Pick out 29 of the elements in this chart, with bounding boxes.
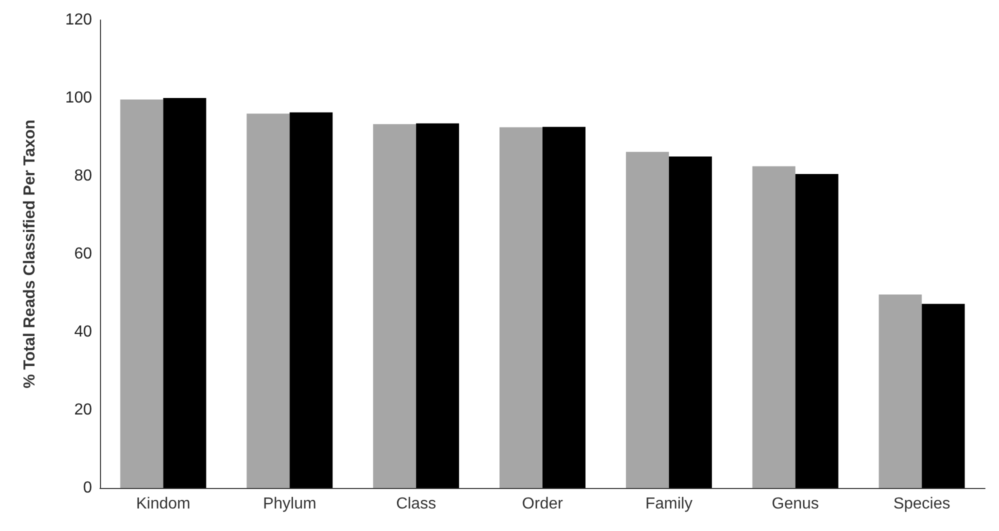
x-tick-label: Genus <box>772 496 819 512</box>
x-tick-label: Phylum <box>262 496 316 512</box>
y-axis-title: % Total Reads Classified Per Taxon <box>22 120 38 388</box>
bar <box>668 156 712 488</box>
bar <box>878 294 922 488</box>
x-tick-label: Kindom <box>136 496 190 512</box>
y-tick-label: 80 <box>74 168 92 184</box>
x-tick-label: Order <box>522 496 564 512</box>
bar <box>500 127 542 488</box>
bar <box>246 114 290 488</box>
bar <box>795 174 838 488</box>
x-tick-label: Species <box>893 496 950 512</box>
bar <box>416 123 460 488</box>
bar <box>922 304 965 488</box>
x-tick-label: Class <box>396 496 436 512</box>
y-tick-label: 120 <box>65 12 92 28</box>
y-tick-label: 100 <box>65 90 92 106</box>
bar <box>373 124 416 488</box>
x-tick-label: Family <box>645 496 692 512</box>
y-tick-label: 0 <box>83 480 92 496</box>
bar <box>626 152 669 488</box>
bar <box>163 98 206 488</box>
bar <box>752 166 796 488</box>
bar <box>290 112 333 488</box>
y-tick-label: 40 <box>74 324 92 340</box>
bar <box>120 100 164 488</box>
bar <box>542 126 586 488</box>
y-tick-label: 20 <box>74 402 92 418</box>
y-tick-label: 60 <box>74 246 92 262</box>
